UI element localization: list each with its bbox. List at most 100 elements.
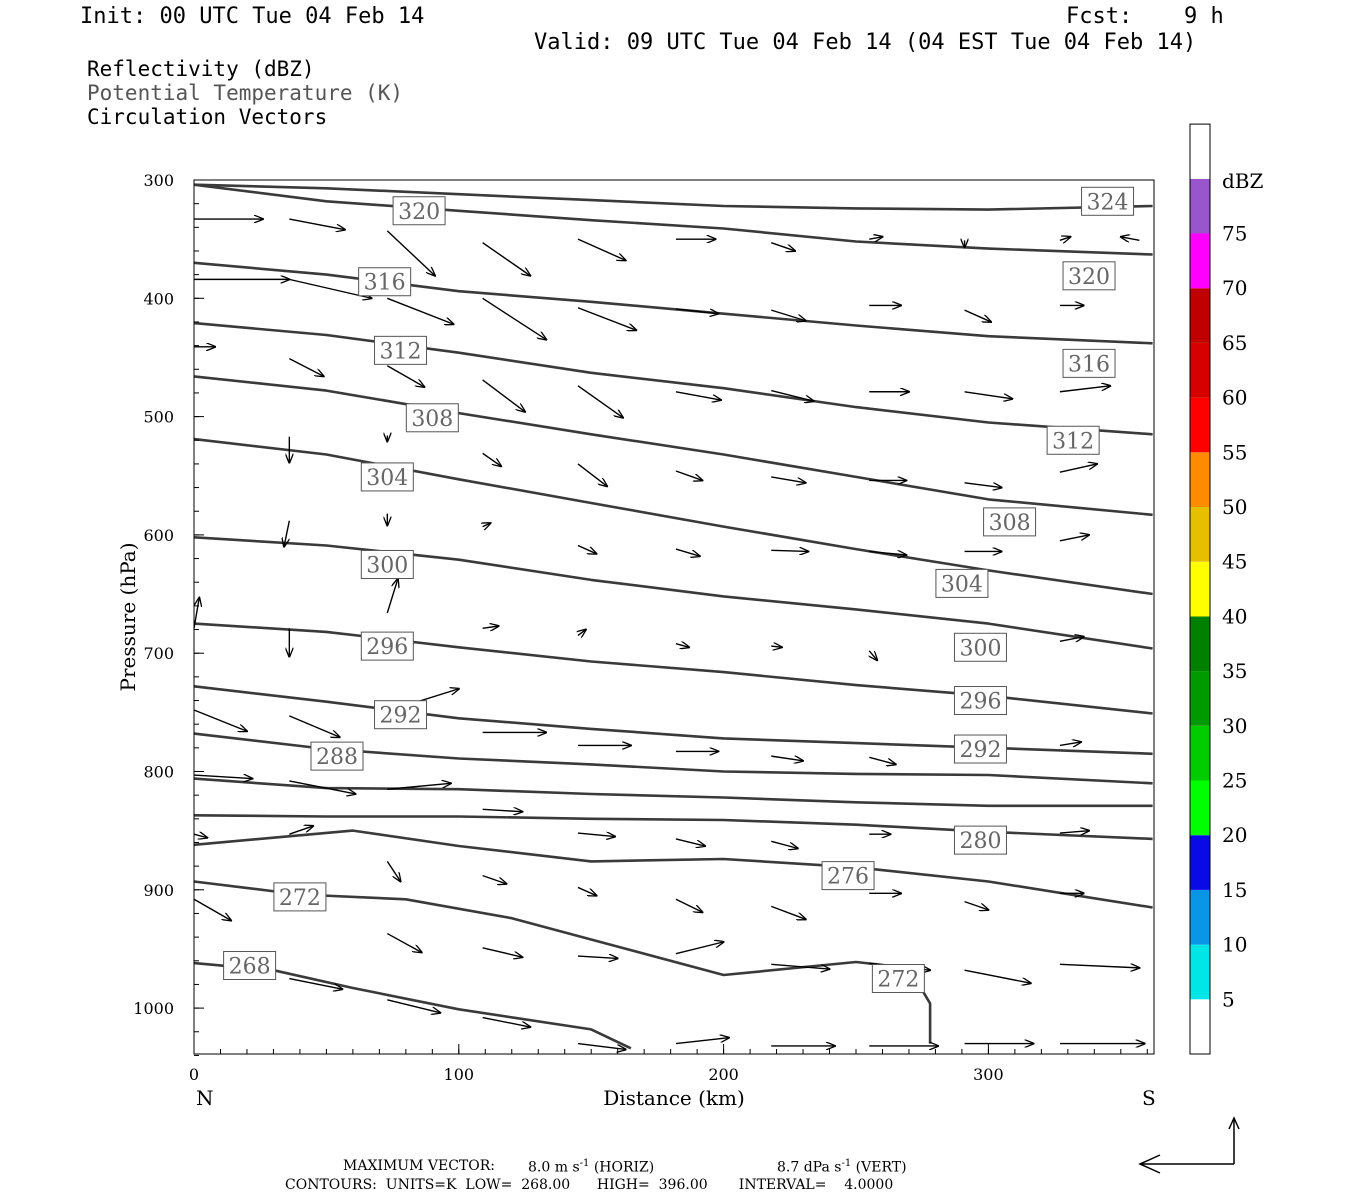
contour-label-304: 304: [941, 572, 983, 597]
contour-label-292: 292: [380, 704, 422, 729]
theta-contour-300: [193, 536, 1153, 650]
circulation-vector: [771, 646, 782, 647]
circulation-vector: [964, 391, 1013, 399]
contour-label-316: 316: [364, 271, 406, 296]
plot-frame: [193, 179, 1155, 1055]
colorbar-level-label: 65: [1222, 331, 1247, 355]
contour-label-box: [360, 462, 414, 492]
colorbar-swatch: [1190, 452, 1210, 507]
contour-label-box: [223, 951, 277, 981]
max-vert-value: 8.7 dPa s: [777, 1159, 842, 1176]
circulation-vector: [193, 898, 231, 920]
contour-label-box: [821, 861, 875, 891]
circulation-vector: [1059, 637, 1084, 642]
circulation-vector: [387, 297, 453, 324]
circulation-vector: [869, 237, 882, 239]
contour-label-288: 288: [316, 745, 358, 770]
north-label: N: [196, 1086, 214, 1110]
contour-label-box: [953, 632, 1007, 662]
circulation-vector: [1059, 237, 1071, 241]
y-tick-label: 1000: [133, 999, 174, 1018]
circulation-vector: [386, 579, 398, 614]
circulation-vector: [289, 358, 323, 377]
circulation-vector: [577, 544, 597, 554]
contour-label-296: 296: [366, 635, 408, 660]
theta-contours: [193, 183, 1153, 1050]
circulation-vector: [289, 218, 345, 230]
theta-contour-280: [193, 814, 1153, 841]
circulation-vector: [386, 861, 400, 881]
colorbar-swatch: [1190, 342, 1210, 398]
contour-label-272: 272: [279, 886, 321, 911]
colorbar-swatch: [1190, 397, 1210, 453]
colorbar-level-label: 5: [1222, 987, 1235, 1011]
circulation-vector: [482, 809, 523, 811]
contour-label-316: 316: [1068, 352, 1110, 377]
colorbar-frame: [1189, 123, 1211, 1055]
y-axis-label: Pressure (hPa): [116, 543, 140, 692]
circulation-vector: [578, 630, 586, 636]
contour-label-box: [1062, 261, 1116, 291]
circulation-vector: [577, 833, 615, 837]
theta-contour-296: [193, 622, 1153, 715]
circulation-vector: [482, 297, 547, 339]
circulation-vector: [675, 898, 703, 912]
y-tick-label: 300: [143, 171, 174, 190]
circulation-vector: [1059, 535, 1089, 542]
colorbar-swatch: [1190, 616, 1210, 672]
theta-contour-320: [193, 183, 1153, 256]
circulation-vector: [771, 476, 805, 483]
circulation-vector: [1059, 386, 1110, 393]
contour-label-308: 308: [989, 511, 1031, 536]
theta-contour-316: [193, 261, 1153, 345]
circulation-vector: [675, 308, 718, 314]
legend-potential-temperature: Potential Temperature (K): [87, 81, 404, 105]
circulation-vector: [771, 389, 813, 402]
circulation-vector: [675, 644, 689, 648]
theta-contour-284: [193, 777, 1153, 808]
forecast-hour-value: 9 h: [1184, 4, 1224, 29]
circulation-vector: [964, 969, 1031, 983]
colorbar-level-label: 45: [1222, 550, 1247, 574]
colorbar-swatch: [1190, 671, 1210, 726]
circulation-vector: [771, 840, 798, 848]
circulation-vector: [387, 999, 440, 1013]
x-tick-label: 0: [189, 1065, 199, 1084]
colorbar-title: dBZ: [1222, 169, 1264, 193]
colorbar-level-label: 50: [1222, 495, 1247, 519]
circulation-vector: [482, 1016, 531, 1027]
circulation-vector: [193, 709, 247, 731]
maximum-vector-label: MAXIMUM VECTOR:: [343, 1158, 495, 1174]
circulation-vector: [193, 775, 252, 779]
colorbar-level-label: 15: [1222, 878, 1247, 902]
circulation-vector: [1059, 831, 1089, 833]
circulation-vector: [483, 523, 491, 527]
contour-info: CONTOURS: UNITS=K LOW= 268.00 HIGH= 396.…: [285, 1177, 894, 1193]
contour-label-box: [983, 507, 1037, 537]
contour-label-324: 324: [1087, 190, 1129, 215]
contour-label-320: 320: [398, 200, 440, 225]
colorbar-level-label: 70: [1222, 276, 1247, 300]
circulation-vector: [771, 309, 805, 321]
circulation-vector: [577, 238, 626, 260]
y-tick-label: 800: [143, 763, 174, 782]
max-vert-exponent: -1: [841, 1158, 852, 1169]
circulation-vector: [577, 463, 607, 486]
x-axis-label: Distance (km): [603, 1086, 745, 1110]
contour-label-box: [953, 734, 1007, 764]
colorbar-swatch: [1190, 288, 1210, 343]
contour-label-296: 296: [959, 690, 1001, 715]
circulation-vector: [771, 963, 829, 969]
circulation-vector: [1059, 742, 1081, 746]
contour-label-300: 300: [959, 636, 1001, 661]
circulation-vector: [386, 230, 435, 276]
circulation-vector: [289, 715, 339, 737]
theta-contour-labels: 324 320 320 316 316 312 312 308 308 304 304 300 300 2…: [223, 186, 1135, 994]
axis-ticks: [193, 179, 1148, 1056]
circulation-vector: [386, 932, 421, 953]
reference-vector: [1138, 1116, 1240, 1174]
circulation-vector: [1059, 964, 1140, 968]
circulation-vector: [482, 242, 531, 276]
circulation-vector: [675, 838, 705, 846]
